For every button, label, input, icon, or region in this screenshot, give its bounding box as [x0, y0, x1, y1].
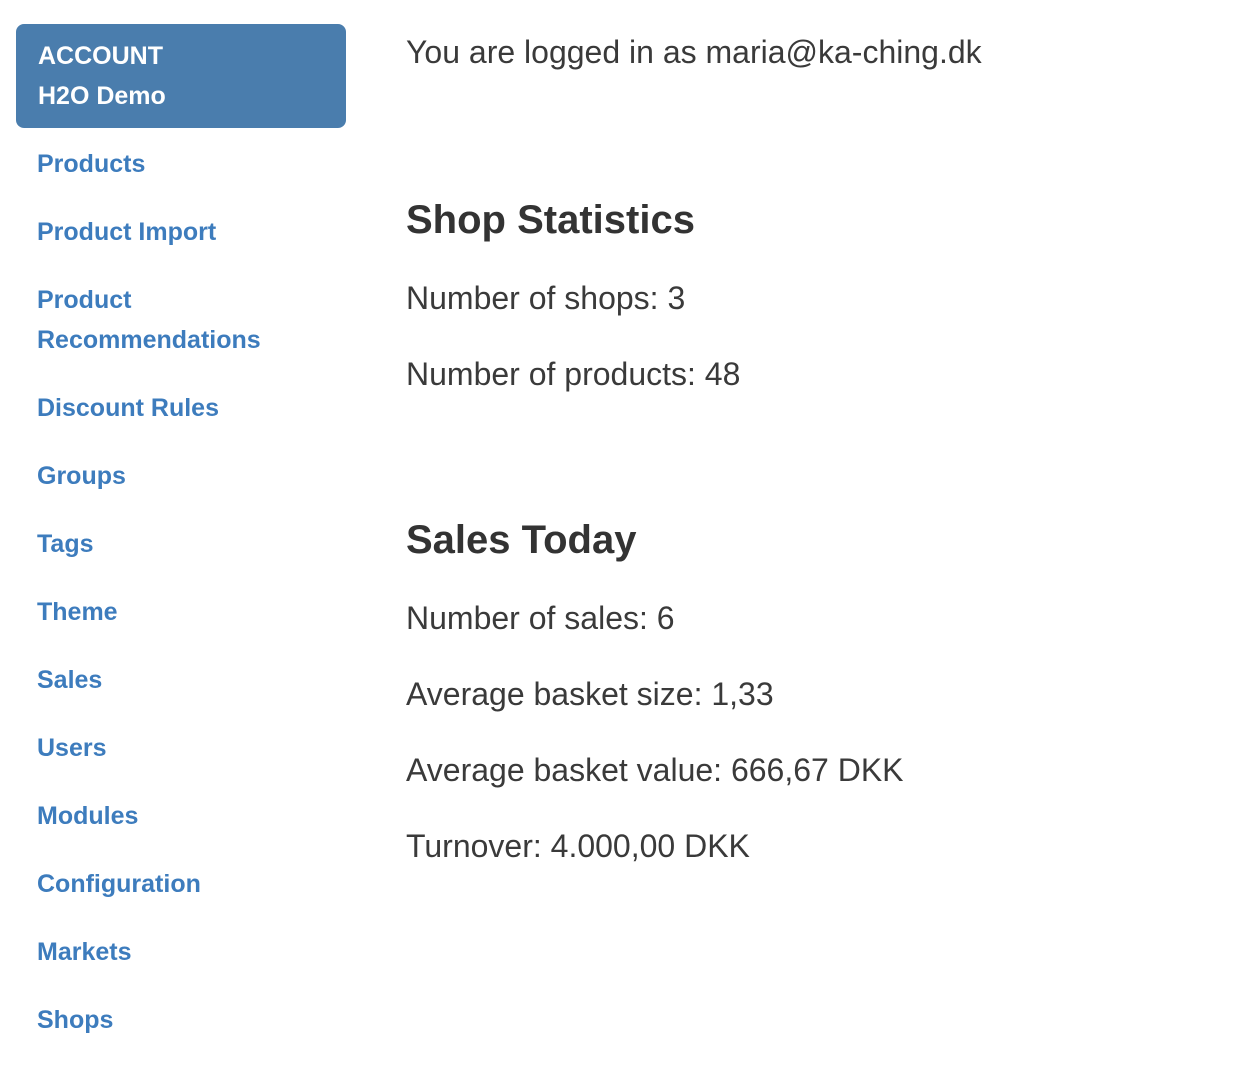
- logged-in-status: You are logged in as maria@ka-ching.dk: [406, 34, 982, 70]
- sidebar-item-discount-rules[interactable]: Discount Rules: [37, 394, 219, 422]
- stat-average-basket-size: Average basket size: 1,33: [406, 676, 774, 712]
- sidebar: ACCOUNT H2O Demo Products Product Import…: [0, 0, 390, 1074]
- account-selector[interactable]: ACCOUNT H2O Demo: [16, 24, 346, 128]
- sidebar-item-tags[interactable]: Tags: [37, 530, 94, 558]
- sidebar-item-shops[interactable]: Shops: [37, 1006, 114, 1034]
- sales-today-title: Sales Today: [406, 518, 637, 562]
- account-label: ACCOUNT: [38, 42, 163, 70]
- sidebar-item-theme[interactable]: Theme: [37, 598, 118, 626]
- stat-number-of-products: Number of products: 48: [406, 356, 741, 392]
- stat-number-of-shops: Number of shops: 3: [406, 280, 686, 316]
- sidebar-item-modules[interactable]: Modules: [37, 802, 139, 830]
- sidebar-item-sales[interactable]: Sales: [37, 666, 103, 694]
- sidebar-item-product-import[interactable]: Product Import: [37, 218, 217, 246]
- sidebar-item-products[interactable]: Products: [37, 150, 146, 178]
- sidebar-item-users[interactable]: Users: [37, 734, 107, 762]
- stat-average-basket-value: Average basket value: 666,67 DKK: [406, 752, 904, 788]
- main-content: You are logged in as maria@ka-ching.dk S…: [390, 0, 1240, 1074]
- shop-statistics-title: Shop Statistics: [406, 198, 695, 242]
- sidebar-nav: Products Product Import Product Recommen…: [16, 144, 342, 1040]
- sidebar-item-product-recommendations[interactable]: Product Recommendations: [37, 286, 261, 354]
- sidebar-item-markets[interactable]: Markets: [37, 938, 132, 966]
- stat-number-of-sales: Number of sales: 6: [406, 600, 675, 636]
- sidebar-item-groups[interactable]: Groups: [37, 462, 126, 490]
- account-name: H2O Demo: [38, 82, 166, 110]
- sidebar-item-configuration[interactable]: Configuration: [37, 870, 201, 898]
- stat-turnover: Turnover: 4.000,00 DKK: [406, 828, 750, 864]
